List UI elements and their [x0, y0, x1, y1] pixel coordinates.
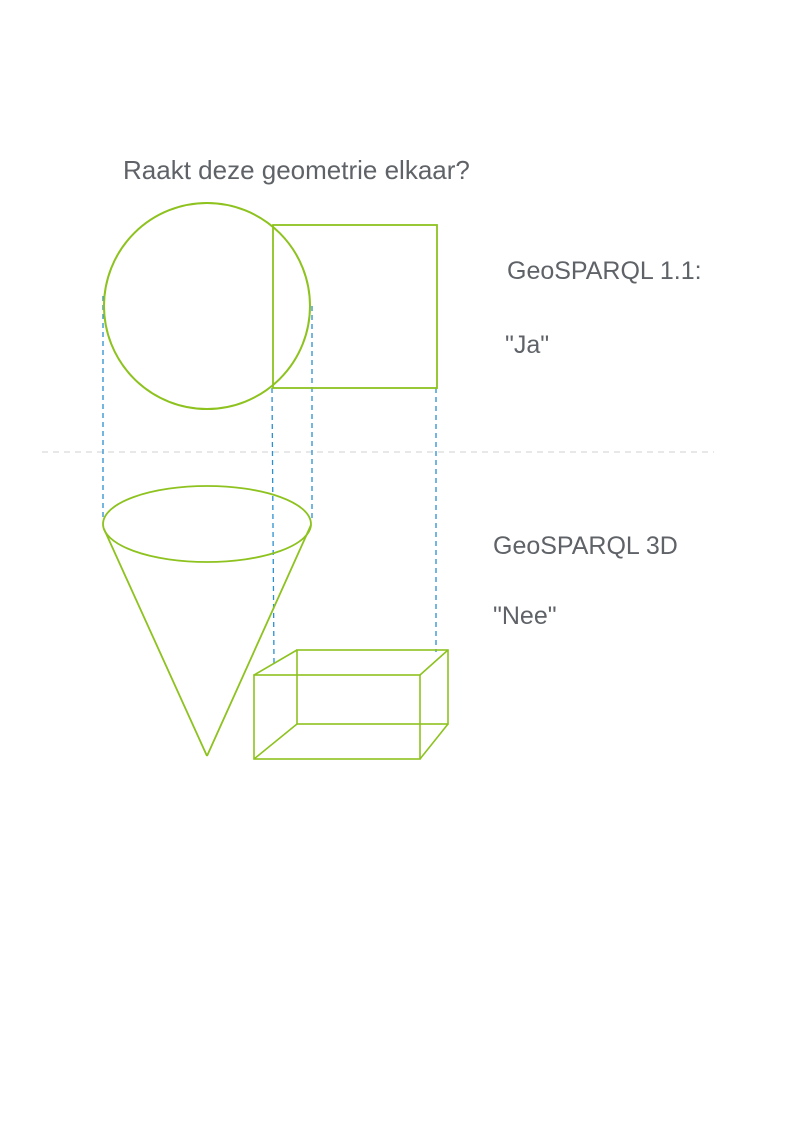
geosparql-11-heading: GeoSPARQL 1.1:: [507, 259, 702, 284]
circle-shape: [104, 203, 310, 409]
geosparql-3d-answer: "Nee": [493, 604, 557, 629]
box-back-face: [297, 650, 448, 724]
square-shape: [273, 225, 437, 388]
geosparql-11-answer: "Ja": [505, 333, 549, 358]
geosparql-3d-heading: GeoSPARQL 3D: [493, 534, 678, 559]
box-edge-bottom-left: [254, 724, 297, 759]
cone-right-edge: [207, 525, 311, 756]
cone-base: [103, 486, 311, 562]
box-shape: [254, 650, 448, 759]
box-edge-top-right: [420, 650, 448, 675]
projection-lines: [103, 296, 436, 664]
box-edge-bottom-right: [420, 724, 448, 759]
cone-shape: [103, 486, 311, 756]
projection-line-square-left: [272, 388, 274, 664]
box-edge-top-left: [254, 650, 297, 675]
page-title: Raakt deze geometrie elkaar?: [123, 157, 470, 183]
cone-left-edge: [104, 529, 207, 756]
box-front-face: [254, 675, 420, 759]
